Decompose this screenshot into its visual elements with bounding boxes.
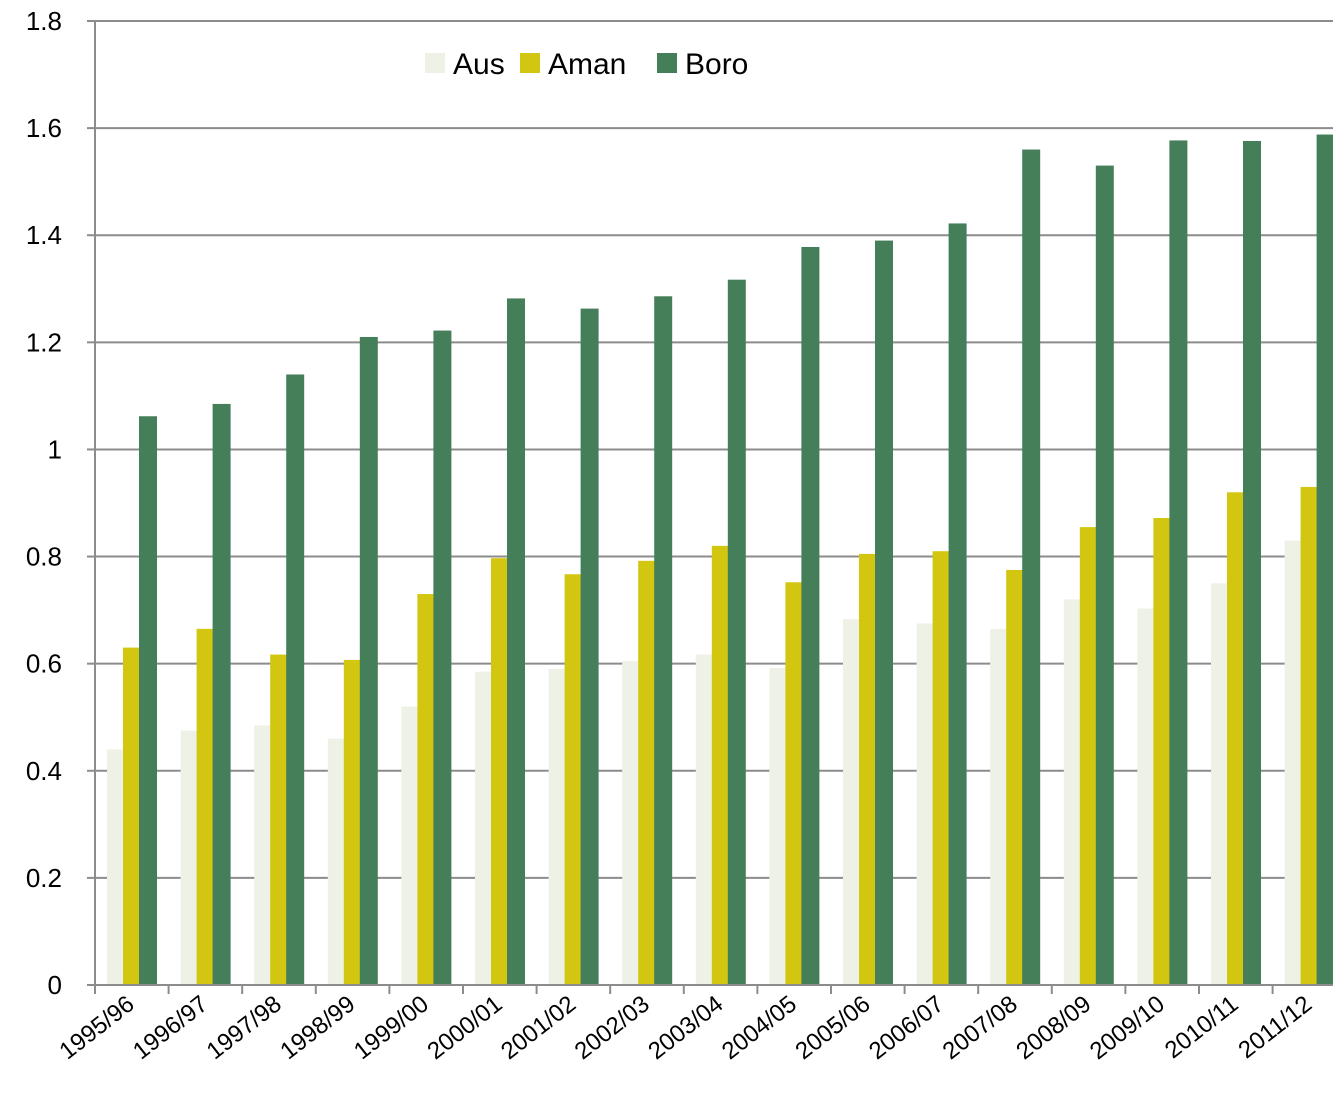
- bar-aus: [180, 730, 199, 985]
- x-tick-label: 2007/08: [938, 990, 1023, 1065]
- y-tick-label: 1.2: [26, 327, 62, 357]
- x-tick-label: 2003/04: [643, 990, 728, 1065]
- x-tick-label: 1998/99: [275, 990, 360, 1065]
- bar-aman: [123, 647, 141, 985]
- bar-aman: [417, 594, 436, 985]
- bar-aus: [916, 623, 935, 985]
- legend-swatch-boro: [657, 53, 677, 73]
- x-tick-label: 2000/01: [422, 990, 507, 1065]
- legend: Aus Aman Boro: [425, 48, 748, 81]
- bar-aman: [1227, 492, 1245, 985]
- bar-boro: [1022, 149, 1041, 986]
- x-tick-label: 2006/07: [864, 990, 949, 1065]
- y-tick-label: 0.2: [26, 863, 62, 893]
- x-tick-label: 2009/10: [1085, 990, 1170, 1065]
- axes: [87, 20, 1333, 994]
- bar-aman: [1153, 517, 1172, 985]
- bar-aman: [196, 628, 215, 985]
- bar-aus: [327, 738, 346, 985]
- bar-aman: [1300, 486, 1319, 985]
- bar-aman: [638, 560, 657, 985]
- bar-aus: [990, 628, 1009, 985]
- bar-aman: [785, 582, 804, 985]
- y-tick-label: 0.4: [26, 756, 62, 786]
- y-tick-label: 0.8: [26, 542, 62, 572]
- x-tick-label: 2008/09: [1011, 990, 1096, 1065]
- bar-aus: [622, 660, 641, 985]
- bar-boro: [727, 279, 746, 985]
- bar-boro: [1243, 140, 1261, 985]
- x-tick-label: 2001/02: [496, 990, 581, 1065]
- bar-boro: [433, 330, 452, 985]
- legend-swatch-aus: [425, 53, 445, 73]
- bar-aman: [932, 551, 951, 985]
- bar-boro: [801, 247, 820, 985]
- bar-boro: [1095, 165, 1114, 986]
- bar-aman: [1079, 527, 1098, 985]
- x-tick-label: 2005/06: [790, 990, 875, 1065]
- legend-swatch-aman: [520, 53, 540, 73]
- y-tick-label: 1.8: [26, 6, 62, 36]
- bar-aman: [711, 545, 730, 985]
- bar-boro: [580, 308, 599, 985]
- bar-boro: [359, 336, 378, 985]
- x-tick-label: 2004/05: [717, 990, 802, 1065]
- bar-aus: [695, 654, 714, 985]
- bar-aus: [475, 671, 493, 985]
- bar-boro: [654, 296, 673, 986]
- bar-aus: [1211, 583, 1229, 985]
- bar-aus: [1137, 608, 1156, 985]
- bar-aus: [1284, 540, 1303, 985]
- bar-aman: [859, 553, 877, 985]
- y-tick-label: 1.6: [26, 113, 62, 143]
- bar-aus: [548, 669, 567, 985]
- y-tick-label: 0: [48, 970, 62, 1000]
- bar-boro: [139, 416, 157, 985]
- legend-label-aus: Aus: [453, 48, 505, 81]
- bar-aus: [769, 667, 788, 985]
- legend-label-boro: Boro: [685, 48, 748, 81]
- bar-aman: [491, 558, 509, 985]
- x-tick-label: 2011/12: [1234, 990, 1318, 1064]
- bar-aus: [107, 749, 125, 985]
- x-tick-label: 2002/03: [570, 990, 655, 1065]
- bar-aman: [1006, 569, 1025, 985]
- y-tick-label: 1: [48, 434, 62, 464]
- bar-boro: [507, 298, 525, 985]
- x-axis-tick-labels: 1995/961996/971997/981998/991999/002000/…: [54, 990, 1317, 1065]
- bar-aus: [843, 619, 861, 985]
- bar-aman: [564, 574, 583, 985]
- bar-boro: [1316, 134, 1333, 985]
- bar-boro: [875, 240, 893, 986]
- x-tick-label: 1996/97: [128, 990, 213, 1065]
- bar-boro: [1169, 140, 1188, 985]
- x-tick-label: 2010/11: [1160, 990, 1244, 1064]
- y-tick-label: 1.4: [26, 220, 62, 250]
- y-tick-label: 0.6: [26, 649, 62, 679]
- y-axis-tick-labels: 0 0.2 0.4 0.6 0.8 1 1.2 1.4 1.6 1.8: [26, 6, 62, 1000]
- bar-boro: [948, 223, 967, 985]
- x-tick-label: 1999/00: [349, 990, 434, 1065]
- bar-aus: [401, 706, 420, 985]
- bar-boro: [286, 374, 305, 985]
- legend-label-aman: Aman: [548, 48, 626, 81]
- bar-aman: [270, 654, 289, 985]
- bar-aus: [1063, 599, 1082, 985]
- bar-aman: [343, 659, 362, 985]
- bars: [107, 134, 1333, 986]
- bar-boro: [212, 403, 231, 985]
- x-tick-label: 1995/96: [54, 990, 139, 1065]
- x-tick-label: 1997/98: [202, 990, 287, 1065]
- bar-aus: [254, 725, 273, 985]
